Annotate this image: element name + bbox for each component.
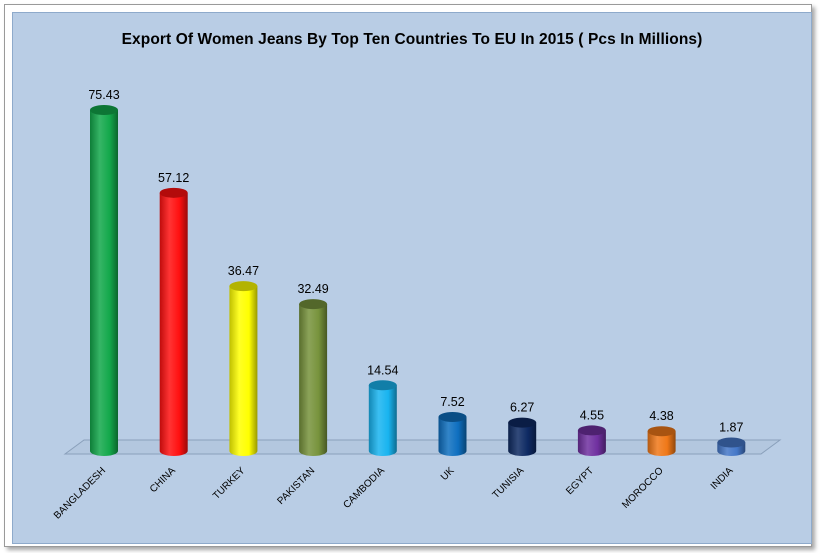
bar-china [159, 187, 188, 456]
data-label: 6.27 [510, 401, 534, 415]
bar-cambodia [368, 380, 397, 456]
bar-chart: 75.43 BANGLADESH 57.12 CHINA 36.47 TURKEY 32.4… [52, 88, 782, 521]
x-tick-label: BANGLADESH [52, 465, 108, 521]
data-label: 32.49 [297, 282, 328, 296]
data-label: 1.87 [719, 421, 743, 435]
data-label: 4.55 [580, 408, 604, 422]
x-tick-label: INDIA [709, 465, 736, 492]
chart-frame: Export Of Women Jeans By Top Ten Countri… [4, 4, 812, 547]
data-label: 57.12 [158, 171, 189, 185]
x-tick-label: PAKISTAN [276, 465, 318, 507]
chart-title: Export Of Women Jeans By Top Ten Countri… [121, 31, 703, 48]
data-label: 14.54 [367, 363, 398, 377]
x-tick-label: CHINA [148, 465, 178, 495]
data-label: 4.38 [649, 409, 673, 423]
x-tick-label: MOROCCO [620, 465, 666, 511]
bar-turkey [229, 281, 258, 456]
x-tick-label: EGYPT [564, 465, 596, 497]
bar-egypt [577, 425, 606, 456]
x-tick-label: TURKEY [211, 465, 248, 502]
bar-morocco [647, 426, 676, 456]
chart-area: Export Of Women Jeans By Top Ten Countri… [12, 12, 812, 544]
bar-uk [438, 412, 467, 456]
x-tick-label: UK [439, 465, 457, 483]
data-label: 36.47 [228, 264, 259, 278]
x-tick-label: CAMBODIA [341, 465, 387, 511]
data-label: 75.43 [88, 88, 119, 102]
bar-bangladesh [90, 105, 118, 456]
bar-india [717, 437, 746, 456]
bar-pakistan [299, 299, 328, 456]
x-tick-label: TUNISIA [491, 465, 527, 501]
data-label: 7.52 [440, 395, 464, 409]
bar-tunisia [508, 417, 537, 456]
